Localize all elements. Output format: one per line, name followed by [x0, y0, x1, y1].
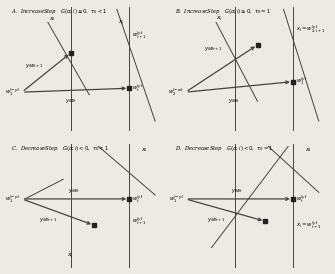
Text: $y_i w_{t+1}$: $y_i w_{t+1}$: [39, 216, 57, 224]
Text: $w_{t+1}^{(y_i)}$: $w_{t+1}^{(y_i)}$: [132, 216, 146, 227]
Text: $x_i = w_{2,t+1}^{(y_i)}$: $x_i = w_{2,t+1}^{(y_i)}$: [296, 24, 325, 35]
Text: $w_t^{(y_i)}$: $w_t^{(y_i)}$: [132, 193, 144, 205]
Text: $y_i w_{t+1}$: $y_i w_{t+1}$: [25, 62, 43, 70]
Text: $\tilde{x}_i$: $\tilde{x}_i$: [118, 18, 125, 27]
Text: $x_i$: $x_i$: [305, 146, 312, 154]
Text: $x_i$: $x_i$: [49, 15, 56, 22]
Text: $w_1^{(-y_i)}$: $w_1^{(-y_i)}$: [5, 87, 20, 98]
Text: $w_t^{(y_i)}$: $w_t^{(y_i)}$: [132, 82, 144, 94]
Text: $w_1^{(y_i)}$: $w_1^{(y_i)}$: [296, 76, 308, 87]
Text: D.  DecreaseStep   $G(\alpha; i) < 0,\ \tau_0 = 1$: D. DecreaseStep $G(\alpha; i) < 0,\ \tau…: [175, 144, 273, 153]
Text: $y_i w_{t+1}$: $y_i w_{t+1}$: [207, 216, 225, 224]
Text: $y_i w_t$: $y_i w_t$: [228, 98, 241, 105]
Text: $x_i$: $x_i$: [141, 146, 148, 154]
Text: $\tilde{x}_i$: $\tilde{x}_i$: [216, 14, 223, 23]
Text: $\tilde{x}_i = w_{t+1}^{(y_i)}$: $\tilde{x}_i = w_{t+1}^{(y_i)}$: [296, 219, 321, 231]
Text: $y_i w_t$: $y_i w_t$: [65, 98, 77, 105]
Text: $w_2^{(-w_i)}$: $w_2^{(-w_i)}$: [168, 87, 184, 98]
Text: $w_1^{(-y_i)}$: $w_1^{(-y_i)}$: [169, 193, 184, 205]
Text: $\tilde{x}_i$: $\tilde{x}_i$: [67, 251, 74, 260]
Text: C.  DecreaseStep   $G(\alpha; i) < 0,\ \tau_0 < 1$: C. DecreaseStep $G(\alpha; i) < 0,\ \tau…: [11, 144, 109, 153]
Text: A.  IncreaseStep   $G(\alpha; i) \geq 0,\ \tau_0 < 1$: A. IncreaseStep $G(\alpha; i) \geq 0,\ \…: [11, 7, 108, 16]
Text: B.  IncreaseStep   $G(\alpha; i) \geq 0,\ \tau_0 = 1$: B. IncreaseStep $G(\alpha; i) \geq 0,\ \…: [175, 7, 271, 16]
Text: $w_t^{(y_i)}$: $w_t^{(y_i)}$: [296, 193, 308, 205]
Text: $w_1^{(-y_i)}$: $w_1^{(-y_i)}$: [5, 193, 20, 205]
Text: $y_i w_t$: $y_i w_t$: [68, 187, 80, 195]
Text: $w_{t+1}^{(y_i)}$: $w_{t+1}^{(y_i)}$: [132, 30, 146, 41]
Text: $y_i w_{t+1}$: $y_i w_{t+1}$: [204, 45, 222, 53]
Text: $y_i w_t$: $y_i w_t$: [231, 187, 244, 195]
